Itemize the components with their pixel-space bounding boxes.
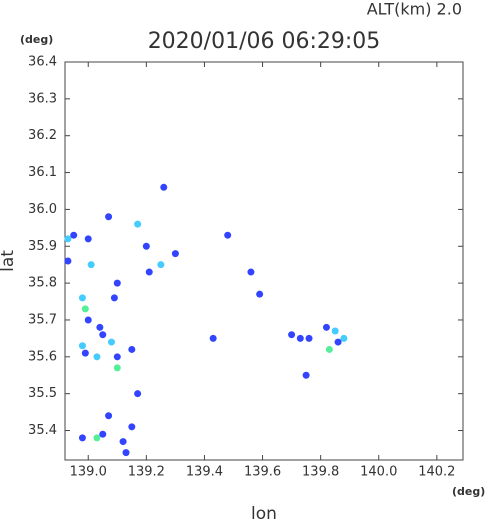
x-tick-label: 139.0 [70, 465, 107, 480]
echo-point [78, 342, 86, 350]
echo-point [110, 294, 118, 302]
y-tick-label: 36.4 [28, 55, 57, 70]
echo-point [334, 338, 342, 346]
echo-point [87, 261, 95, 269]
echo-point [105, 412, 113, 420]
x-tick-label: 139.4 [186, 465, 223, 480]
echo-point [70, 231, 78, 239]
echo-point [105, 213, 113, 221]
y-tick-label: 36.2 [28, 128, 57, 143]
y-tick-label: 36.3 [28, 91, 57, 106]
echo-point [325, 345, 333, 353]
y-tick-label: 35.9 [28, 239, 57, 254]
echo-point [99, 430, 107, 438]
x-tick-label: 139.2 [128, 465, 165, 480]
echo-point [107, 338, 115, 346]
echo-point [209, 334, 217, 342]
y-tick-label: 35.8 [28, 276, 57, 291]
y-tick-label: 35.4 [28, 423, 57, 438]
echo-point [93, 434, 101, 442]
echo-point [128, 423, 136, 431]
echo-point [288, 331, 296, 339]
x-unit: (deg) [452, 485, 485, 498]
echo-point [145, 268, 153, 276]
echo-point [113, 364, 121, 372]
echo-point [340, 334, 348, 342]
echo-point [93, 353, 101, 361]
y-tick-label: 36.1 [28, 165, 57, 180]
echo-point [78, 294, 86, 302]
echo-point [296, 334, 304, 342]
echo-point [302, 371, 310, 379]
echo-point [113, 279, 121, 287]
echo-point [142, 242, 150, 250]
echo-point [81, 305, 89, 313]
echo-point [322, 323, 330, 331]
echo-point [64, 257, 72, 265]
echo-point [99, 331, 107, 339]
y-tick-label: 36.0 [28, 202, 57, 217]
echo-point [134, 390, 142, 398]
echo-point [113, 353, 121, 361]
echo-point [160, 183, 168, 191]
echo-point [171, 250, 179, 258]
echo-point [78, 434, 86, 442]
y-axis-label: lat [0, 250, 18, 272]
echo-point [81, 349, 89, 357]
echo-point [84, 316, 92, 324]
altitude: ALT(km) 2.0 [367, 0, 462, 19]
plot-frame [64, 61, 464, 461]
echo-point [119, 438, 127, 446]
echo-point [305, 334, 313, 342]
x-tick-label: 139.8 [302, 465, 339, 480]
echo-point [128, 345, 136, 353]
y-unit: (deg) [20, 33, 53, 46]
echo-point [96, 323, 104, 331]
echo-point [331, 327, 339, 335]
echo-point [247, 268, 255, 276]
echo-point [64, 235, 72, 243]
echo-point [134, 220, 142, 228]
echo-point [84, 235, 92, 243]
x-tick-label: 139.6 [244, 465, 281, 480]
y-tick-label: 35.7 [28, 312, 57, 327]
y-tick-label: 35.5 [28, 386, 57, 401]
echo-point [256, 290, 264, 298]
chart-title: 2020/01/06 06:29:05 [148, 29, 381, 54]
x-tick-label: 140.0 [360, 465, 397, 480]
echo-point [224, 231, 232, 239]
x-tick-label: 140.2 [418, 465, 455, 480]
x-axis-label: lon [251, 504, 277, 521]
y-tick-label: 35.6 [28, 349, 57, 364]
echo-point [157, 261, 165, 269]
echo-point [122, 449, 130, 457]
